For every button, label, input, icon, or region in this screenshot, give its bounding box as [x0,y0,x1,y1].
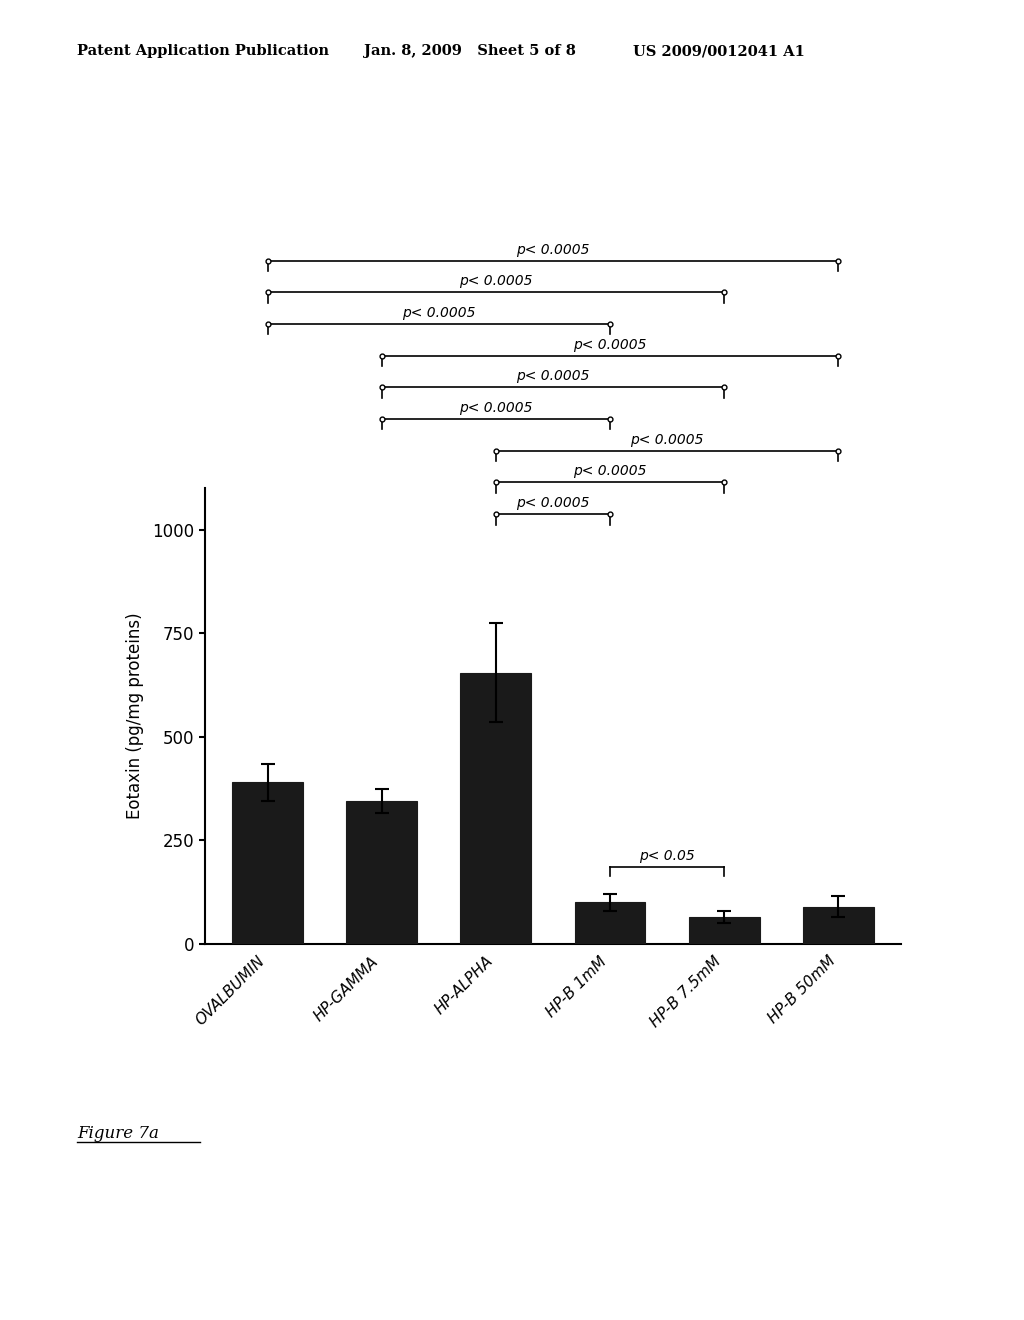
Bar [232,783,303,944]
Text: p< 0.05: p< 0.05 [639,849,695,863]
Text: Figure 7a: Figure 7a [77,1125,159,1142]
Text: Patent Application Publication: Patent Application Publication [77,45,329,58]
Bar [689,917,760,944]
Text: p< 0.0005: p< 0.0005 [516,243,590,256]
Text: Jan. 8, 2009   Sheet 5 of 8: Jan. 8, 2009 Sheet 5 of 8 [364,45,575,58]
Text: US 2009/0012041 A1: US 2009/0012041 A1 [633,45,805,58]
Y-axis label: Eotaxin (pg/mg proteins): Eotaxin (pg/mg proteins) [126,612,144,820]
Text: p< 0.0005: p< 0.0005 [459,275,532,288]
Bar [461,673,531,944]
Bar [574,903,645,944]
Text: p< 0.0005: p< 0.0005 [459,401,532,414]
Bar [803,907,873,944]
Text: p< 0.0005: p< 0.0005 [516,370,590,383]
Text: p< 0.0005: p< 0.0005 [516,496,590,510]
Text: p< 0.0005: p< 0.0005 [402,306,475,319]
Text: p< 0.0005: p< 0.0005 [573,465,647,478]
Text: p< 0.0005: p< 0.0005 [631,433,703,446]
Bar [346,801,417,944]
Text: p< 0.0005: p< 0.0005 [573,338,647,351]
